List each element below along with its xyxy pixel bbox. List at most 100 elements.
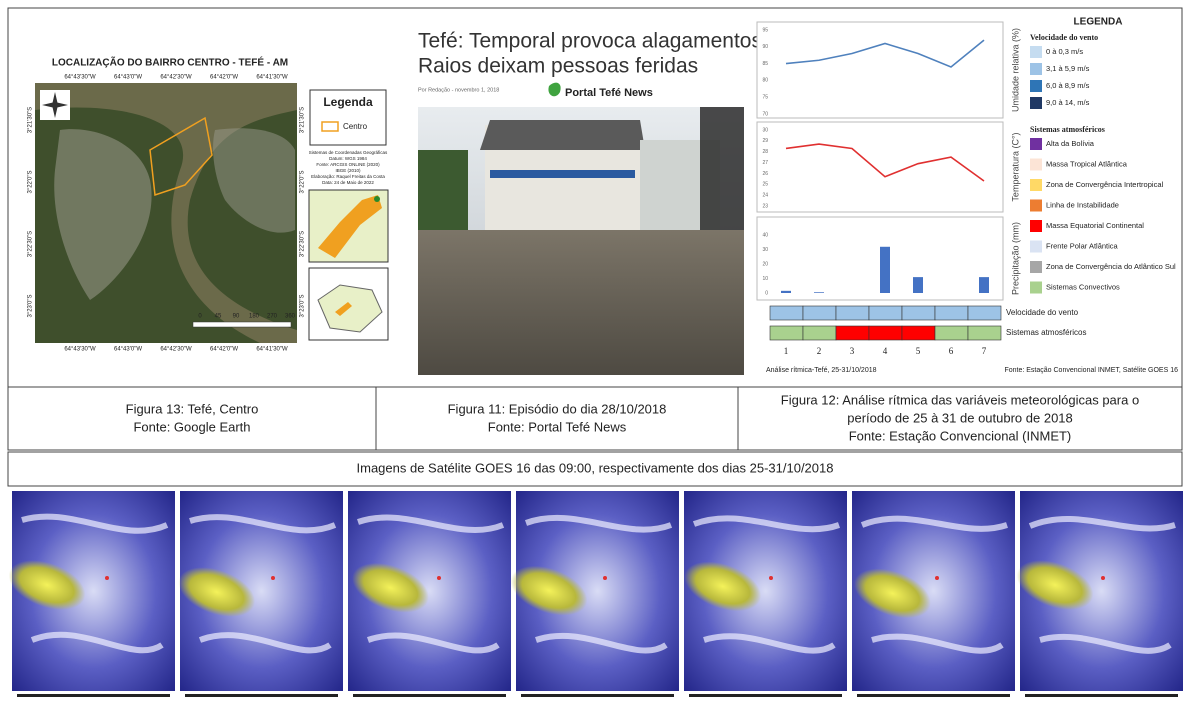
legend-swatch (1030, 97, 1042, 109)
news-site: Portal Tefé News (565, 87, 653, 99)
y-tick-label: 30 (762, 127, 768, 133)
lon-label: 64°41'30"W (256, 347, 288, 353)
tefe-marker (935, 576, 939, 580)
chart-frame (757, 122, 1003, 212)
y-tick-label: 95 (762, 27, 768, 33)
legend-swatch (1030, 200, 1042, 212)
bar (781, 291, 791, 293)
legend-label: Zona de Convergência Intertropical (1046, 180, 1163, 189)
y-tick-label: 80 (762, 78, 768, 84)
scale-bar (193, 322, 291, 327)
rhythm-footer: Análise rítmica-Tefé, 25-31/10/2018 (766, 367, 877, 374)
color-scale (185, 694, 338, 697)
color-scale (857, 694, 1010, 697)
y-tick-label: 24 (762, 192, 768, 198)
compass (40, 90, 70, 120)
tefe-marker (769, 576, 773, 580)
y-tick-label: 70 (762, 111, 768, 117)
rhythm-cell (836, 306, 869, 320)
y-tick-label: 0 (765, 290, 768, 296)
news-title: Tefé: Temporal provoca alagamentos; (418, 30, 768, 53)
map-legend-item: Centro (343, 122, 368, 131)
map-title: LOCALIZAÇÃO DO BAIRRO CENTRO - TEFÉ - AM (52, 56, 288, 69)
bar (880, 247, 890, 293)
color-scale (689, 694, 842, 697)
color-scale (1025, 694, 1178, 697)
day-label: 2 (817, 346, 822, 356)
map-metadata: IBGE (2010) (335, 168, 361, 173)
legend-label: Frente Polar Atlântica (1046, 241, 1119, 250)
legend-label: Sistemas Convectivos (1046, 282, 1120, 291)
lat-label: 3°23'0"S (28, 294, 34, 317)
y-tick-label: 25 (762, 182, 768, 188)
scale-label: 45 (215, 314, 222, 320)
scale-label: 270 (267, 314, 278, 320)
y-tick-label: 75 (762, 95, 768, 101)
y-tick-label: 20 (762, 261, 768, 267)
lat-label: 3°21'30"S (300, 107, 306, 133)
bar (979, 277, 989, 293)
rhythm-cell (803, 306, 836, 320)
rhythm-row-label: Velocidade do vento (1006, 308, 1079, 317)
rhythm-cell (770, 326, 803, 340)
caption-line: Figura 12: Análise rítmica das variáveis… (781, 392, 1139, 407)
map-metadata: Data: 24 de Maio de 2022 (322, 180, 374, 185)
rhythm-cell (902, 306, 935, 320)
rhythm-cell (803, 326, 836, 340)
chart-frame (757, 22, 1003, 118)
tefe-marker (603, 576, 607, 580)
lon-label: 64°42'0"W (210, 75, 238, 81)
lon-label: 64°43'0"W (114, 347, 142, 353)
legend-swatch (1030, 261, 1042, 273)
legend-label: Massa Tropical Atlântica (1046, 159, 1128, 168)
legend-label: Zona de Convergência do Atlântico Sul (1046, 262, 1176, 271)
legend-label: Massa Equatorial Continental (1046, 221, 1144, 230)
lon-label: 64°43'30"W (64, 347, 96, 353)
news-title: Raios deixam pessoas feridas (418, 55, 698, 78)
y-axis-label: Precipitação (mm) (1010, 222, 1020, 295)
sign (490, 170, 635, 178)
tefe-marker (1101, 576, 1105, 580)
tefe-marker (437, 576, 441, 580)
y-tick-label: 10 (762, 276, 768, 282)
rhythm-cell (935, 306, 968, 320)
bar (814, 292, 824, 293)
day-label: 5 (916, 346, 921, 356)
map-metadata: Datum: WGS 1984 (329, 156, 367, 161)
lat-label: 3°22'30"S (300, 231, 306, 257)
rhythm-cell (968, 326, 1001, 340)
lon-label: 64°43'30"W (64, 75, 96, 81)
day-label: 7 (982, 346, 987, 356)
legend-title: LEGENDA (1074, 17, 1123, 28)
site-logo (548, 83, 560, 97)
legend-label: 0 à 0,3 m/s (1046, 47, 1083, 56)
y-tick-label: 90 (762, 44, 768, 50)
legend-swatch (1030, 282, 1042, 294)
news-byline: Por Redação - novembro 1, 2018 (418, 87, 499, 93)
color-scale (353, 694, 506, 697)
legend-label: 6,0 à 8,9 m/s (1046, 81, 1090, 90)
day-label: 1 (784, 346, 789, 356)
lat-label: 3°22'30"S (28, 231, 34, 257)
scale-label: 180 (249, 314, 260, 320)
scale-label: 90 (233, 314, 240, 320)
page: LOCALIZAÇÃO DO BAIRRO CENTRO - TEFÉ - AM… (0, 0, 1190, 704)
legend-label: 3,1 à 5,9 m/s (1046, 64, 1090, 73)
legend-label: Alta da Bolívia (1046, 139, 1095, 148)
rhythm-footer: Fonte: Estação Convencional INMET, Satél… (1004, 367, 1178, 374)
scale-label: 360 (285, 314, 296, 320)
y-axis-label: Umidade relativa (%) (1010, 28, 1020, 112)
lon-label: 64°42'30"W (160, 75, 192, 81)
map-metadata: Elaboração: Raquel Freitas da Costa (311, 174, 385, 179)
legend-swatch (1030, 63, 1042, 75)
y-tick-label: 26 (762, 171, 768, 177)
legend-group-title: Velocidade do vento (1030, 33, 1098, 42)
legend-swatch (1030, 179, 1042, 191)
satellite-caption: Imagens de Satélite GOES 16 das 09:00, r… (357, 460, 834, 475)
lat-label: 3°22'0"S (300, 170, 306, 193)
legend-label: Linha de Instabilidade (1046, 200, 1119, 209)
legend-swatch (1030, 80, 1042, 92)
day-label: 6 (949, 346, 954, 356)
location-dot (374, 196, 380, 202)
legend-swatch (1030, 46, 1042, 58)
